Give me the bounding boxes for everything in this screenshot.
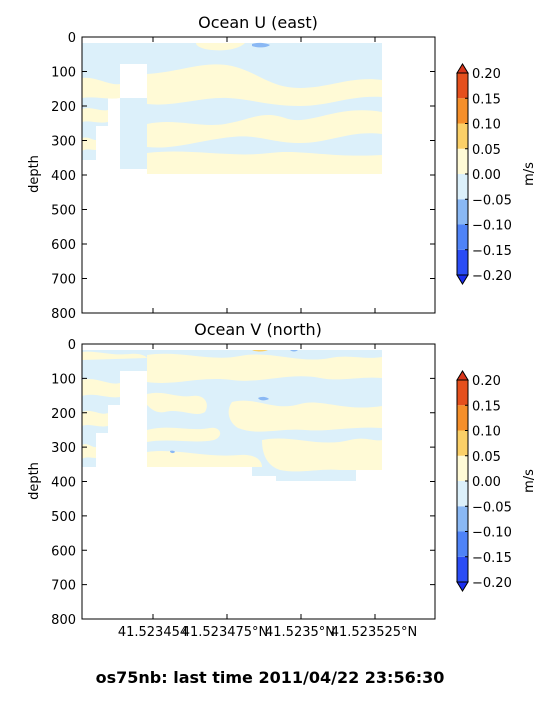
- colorbar-tick-label: −0.20: [472, 269, 512, 284]
- colorbar-tick-label: 0.15: [472, 399, 501, 414]
- ytick-label: 300: [51, 441, 76, 456]
- colorbar-label: m/s: [522, 469, 537, 493]
- ytick-label: 600: [51, 238, 76, 253]
- colorbar-extend-min: [456, 581, 469, 592]
- panel-v-positive: [147, 353, 382, 472]
- colorbar-tick-label: −0.10: [472, 526, 512, 541]
- panel-v-xtick-label-1: 41.523454: [118, 625, 188, 640]
- colorbar-tick-label: 0.20: [472, 374, 501, 389]
- ytick-label: 0: [68, 338, 76, 353]
- panel-u-field-left: [82, 43, 147, 160]
- colorbar-tick-label: −0.05: [472, 193, 512, 208]
- colorbar-segment: [457, 455, 468, 481]
- ytick-label: 600: [51, 544, 76, 559]
- colorbar-segment: [457, 249, 468, 275]
- ytick-label: 200: [51, 407, 76, 422]
- colorbar-tick-label: −0.05: [472, 500, 512, 515]
- colorbar-label: m/s: [522, 162, 537, 186]
- colorbar-segment: [457, 199, 468, 225]
- colorbar-segment: [457, 481, 468, 507]
- panel-u-yaxis: 0 100 200 300 400 500 600 700 800: [51, 31, 435, 322]
- colorbar-tick-label: −0.10: [472, 219, 512, 234]
- ytick-label: 700: [51, 579, 76, 594]
- colorbar-tick-label: 0.10: [472, 118, 501, 133]
- panel-v-xtick-label-3: 41.5235°N: [265, 625, 335, 640]
- ytick-label: 500: [51, 510, 76, 525]
- panel-v-xtick-label-2: 41.523475°N: [182, 625, 269, 640]
- colorbar-segment: [457, 506, 468, 532]
- colorbar-extend-min: [456, 274, 469, 285]
- colorbar-tick-label: 0.10: [472, 425, 501, 440]
- panel-v-title: Ocean V (north): [194, 320, 322, 339]
- colorbar-tick-label: 0.05: [472, 450, 501, 465]
- ytick-label: 100: [51, 372, 76, 387]
- panel-v-xticks: [152, 344, 376, 619]
- ytick-label: 400: [51, 169, 76, 184]
- panel-v-ylabel: depth: [27, 462, 42, 500]
- ytick-label: 200: [51, 100, 76, 115]
- panel-u-xticks: [152, 37, 376, 313]
- colorbar-extend-max: [456, 63, 469, 74]
- colorbar-segment: [457, 556, 468, 582]
- colorbar-tick-label: 0.00: [472, 475, 501, 490]
- colorbar-segment: [457, 174, 468, 200]
- panel-v-yaxis: 0 100 200 300 400 500 600 700 800: [51, 338, 435, 628]
- colorbar-segment: [457, 123, 468, 149]
- colorbar-tick-label: 0.20: [472, 67, 501, 82]
- panel-v-xtick-label-4: 41.523525°N: [331, 625, 418, 640]
- colorbar-segment: [457, 380, 468, 406]
- panel-u: Ocean U (east) depth 0 100 200 300 400 500 600…: [27, 13, 537, 322]
- ytick-label: 0: [68, 31, 76, 46]
- colorbar-segment: [457, 224, 468, 250]
- colorbar-segment: [457, 73, 468, 99]
- panel-u-ylabel: depth: [27, 155, 42, 193]
- panel-u-colorbar: 0.20 0.15 0.10 0.05 0.00 −0.05 −0.10 −0.15 −0.20…: [456, 63, 537, 285]
- ytick-label: 800: [51, 613, 76, 628]
- panel-u-title: Ocean U (east): [198, 13, 318, 32]
- ytick-label: 700: [51, 273, 76, 288]
- colorbar-extend-max: [456, 370, 469, 381]
- ytick-label: 100: [51, 66, 76, 81]
- colorbar-tick-label: 0.15: [472, 92, 501, 107]
- colorbar-segment: [457, 531, 468, 557]
- panel-u-field: [82, 42, 382, 174]
- ytick-label: 800: [51, 307, 76, 322]
- colorbar-segment: [457, 98, 468, 124]
- ytick-label: 400: [51, 476, 76, 491]
- panel-v-field-left: [82, 350, 147, 467]
- panel-u-positive: [147, 43, 382, 174]
- ytick-label: 500: [51, 204, 76, 219]
- colorbar-tick-label: −0.20: [472, 576, 512, 591]
- colorbar-tick-label: 0.05: [472, 143, 501, 158]
- ytick-label: 300: [51, 135, 76, 150]
- colorbar-tick-label: 0.00: [472, 168, 501, 183]
- panel-v-field: [82, 350, 382, 481]
- figure-suptitle: os75nb: last time 2011/04/22 23:56:30: [96, 668, 445, 687]
- panel-v-colorbar: 0.20 0.15 0.10 0.05 0.00 −0.05 −0.10 −0.15 −0.20…: [456, 370, 537, 592]
- colorbar-tick-label: −0.15: [472, 551, 512, 566]
- colorbar-segment: [457, 430, 468, 456]
- colorbar-tick-label: −0.15: [472, 244, 512, 259]
- colorbar-segment: [457, 405, 468, 431]
- colorbar-segment: [457, 148, 468, 174]
